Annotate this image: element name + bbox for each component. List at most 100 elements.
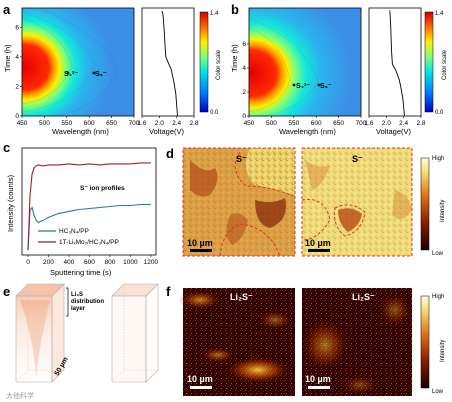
series-line-1 [27, 203, 151, 251]
x-tick-label: 450 [244, 120, 255, 127]
x-tick-label: 0 [26, 259, 30, 266]
cube-right [111, 283, 159, 383]
y-axis-label: Intensity (counts) [6, 174, 15, 232]
x-tick-label: 2.8 [416, 120, 425, 127]
y-axis-label: Time (h) [230, 44, 239, 72]
scale-bar-label: 10 µm [187, 374, 213, 384]
x-tick-label: 500 [39, 120, 50, 127]
panel-label: e [3, 284, 10, 299]
x-tick-label: 650 [333, 120, 344, 127]
y-axis-a: 0 2 4 6 [15, 24, 22, 120]
x-axis-label: Wavelength (nm) [52, 127, 109, 136]
voltage-plot-b [368, 7, 422, 117]
panel-label: c [3, 140, 10, 155]
map-label: S⁻ [352, 154, 363, 164]
voltage-axis-label: Voltage(V) [376, 127, 412, 136]
x-axis-label: Sputtering time (s) [50, 268, 112, 277]
y-tick-label: 4 [15, 54, 19, 61]
y-tick-label: 2 [242, 89, 246, 96]
x-tick-label: 200 [43, 259, 54, 266]
bar-low: Low [432, 389, 444, 395]
x-tick-label: 800 [104, 259, 115, 266]
panel-label: d [166, 146, 174, 161]
x-tick-label: 550 [61, 120, 72, 127]
scale-bar-label: 10 µm [305, 374, 331, 384]
bar-high: High [432, 156, 444, 162]
x-tick-label: 500 [266, 120, 277, 127]
panel-e: e 50 µm Li₂S distribution layer 大他科学 [3, 283, 159, 400]
x-axis-a: 450 500 550 600 650 700 [17, 116, 140, 127]
colorbar-label: Color scale [216, 49, 222, 80]
heatmap-a: S₄²⁻ S₃⁻ [21, 7, 135, 117]
panel-label: f [166, 284, 171, 299]
voltage-ticks-b: 1.6 2.0 2.4 2.8 [364, 116, 426, 127]
x-tick-label: 1000 [123, 259, 138, 266]
colorbar-max: 1.4 [435, 11, 444, 17]
colorbar-min: 0.0 [435, 110, 444, 116]
x-tick-label: 2.4 [172, 120, 181, 127]
y-tick-label: 0 [15, 113, 19, 120]
y-tick-label: 4 [242, 65, 246, 72]
panel-c: c 0 200 400 600 800 1000 1200 Sputtering time … [3, 140, 158, 277]
voltage-curve [389, 10, 405, 117]
voltage-plot-a [141, 7, 195, 117]
layer-annotation: Li₂S distribution layer [66, 287, 104, 317]
watermark: 大他科学 [6, 391, 34, 400]
tof-map-d-right: S⁻ 10 µm [301, 147, 413, 257]
voltage-curve [161, 10, 178, 117]
colorbar-max: 1.4 [210, 11, 219, 17]
panel-d: d S⁻ 10 µm S⁻ 10 µm [166, 146, 446, 257]
bar-label: Intensity [440, 200, 446, 222]
series-line-2 [27, 162, 151, 251]
annotation-line1: Li₂S [71, 292, 83, 298]
colorbar-label: Color scale [442, 49, 448, 80]
voltage-axis-label: Voltage(V) [149, 127, 185, 136]
x-tick-label: 1.6 [137, 120, 146, 127]
species-label-s3: S₃⁻ [95, 71, 107, 78]
y-tick-label: 2 [15, 84, 19, 91]
panel-label: a [3, 2, 11, 17]
x-tick-label: 700 [129, 120, 140, 127]
tof-map-f-left: Li₂S⁻ 10 µm [178, 288, 295, 396]
y-axis-b: 0 2 4 6 [242, 41, 249, 120]
x-tick-label: 450 [17, 120, 28, 127]
tof-map-d-left: S⁻ 10 µm [182, 147, 296, 257]
tof-lines [27, 162, 151, 251]
colorbar-min: 0.0 [210, 110, 219, 116]
species-label-s4: S₄²⁻ [64, 71, 78, 78]
heatmap-b: S₄²⁻ S₃⁻ [248, 7, 362, 117]
y-tick-label: 0 [242, 113, 246, 120]
x-tick-label: 600 [84, 120, 95, 127]
x-tick-label: 600 [84, 259, 95, 266]
annotation-line3: layer [71, 306, 86, 312]
species-label-s3: S₃⁻ [320, 83, 332, 90]
colorbar-b: 1.4 0.0 Color scale [424, 11, 448, 116]
x-tick-label: 1.6 [364, 120, 373, 127]
cube-left: 50 µm [15, 283, 70, 383]
y-tick-label: 6 [242, 41, 246, 48]
map-label: Li₂S⁻ [352, 292, 375, 302]
x-tick-label: 2.0 [382, 120, 391, 127]
annotation-line2: distribution [71, 299, 104, 305]
legend-c: HC₃N₄/PP 1T-LiₓMo₂/HC₃N₄/PP [38, 228, 119, 246]
map-label: Li₂S⁻ [230, 292, 253, 302]
panel-label: b [231, 2, 239, 17]
x-tick-label: 1200 [144, 259, 159, 266]
x-tick-label: 2.8 [189, 120, 198, 127]
intensity-bar-d: High Low Intensity [420, 156, 446, 257]
voltage-ticks-a: 1.6 2.0 2.4 2.8 [137, 116, 199, 127]
x-axis-b: 450 500 550 600 650 700 [244, 116, 367, 127]
scale-bar-label: 10 µm [305, 238, 331, 248]
bar-label: Intensity [440, 340, 446, 362]
x-tick-label: 550 [288, 120, 299, 127]
x-axis-c: 0 200 400 600 800 1000 1200 [26, 255, 158, 266]
colorbar-a: 1.4 0.0 Color scale [199, 11, 222, 116]
tof-map-f-right: Li₂S⁻ 10 µm [300, 288, 413, 396]
y-axis-label: Time (h) [3, 44, 12, 72]
panel-b: b S₄²⁻ S₃⁻ 450 500 550 600 650 700 0 2 4 6 Wavel… [230, 2, 448, 136]
panel-f: f Li₂S⁻ 10 µm Li₂S⁻ 10 µm High Low Inten… [166, 284, 446, 396]
legend-entry-1: HC₃N₄/PP [59, 228, 89, 235]
x-tick-label: 600 [311, 120, 322, 127]
x-tick-label: 650 [106, 120, 117, 127]
